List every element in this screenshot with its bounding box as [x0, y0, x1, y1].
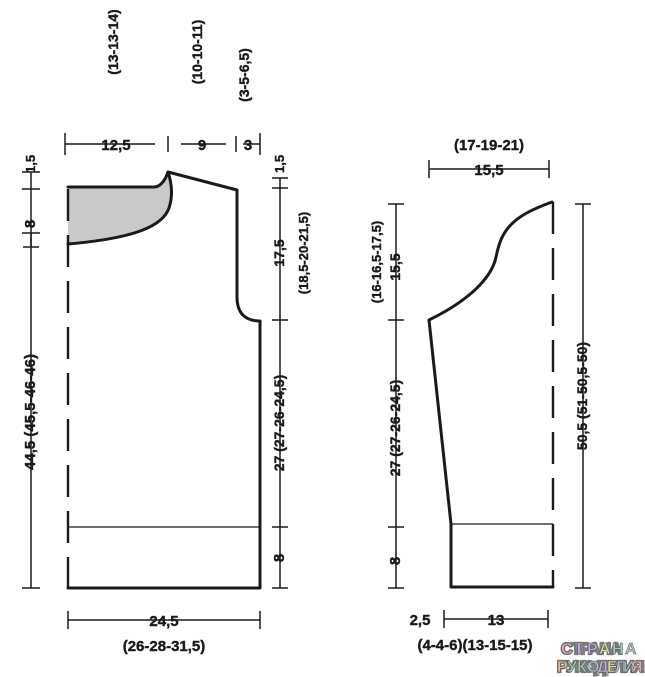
svg-text:44,5 (45,5-46-46): 44,5 (45,5-46-46) — [22, 354, 39, 470]
svg-text:15,5: 15,5 — [474, 162, 503, 179]
svg-text:3: 3 — [244, 137, 252, 154]
svg-text:(26-28-31,5): (26-28-31,5) — [123, 638, 206, 655]
svg-text:Т: Т — [574, 641, 584, 658]
svg-text:15,5: 15,5 — [387, 253, 403, 280]
svg-text:(17-19-21): (17-19-21) — [454, 137, 524, 154]
svg-text:8: 8 — [271, 554, 288, 562]
svg-text:1,5: 1,5 — [272, 155, 287, 173]
svg-text:17,5: 17,5 — [271, 239, 287, 266]
svg-text:Р: Р — [587, 641, 598, 658]
svg-text:С: С — [561, 641, 573, 658]
svg-text:(16-16,5-17,5): (16-16,5-17,5) — [369, 221, 384, 303]
svg-text:А: А — [599, 641, 611, 658]
svg-text:24,5: 24,5 — [149, 613, 178, 630]
svg-text:27 (27-26-24,5): 27 (27-26-24,5) — [387, 380, 403, 477]
svg-text:8: 8 — [387, 557, 404, 565]
svg-text:8: 8 — [22, 220, 39, 228]
svg-text:1,5: 1,5 — [23, 155, 38, 173]
svg-text:2,5: 2,5 — [410, 612, 431, 629]
svg-text:13: 13 — [488, 612, 505, 629]
svg-text:12,5: 12,5 — [101, 137, 130, 154]
svg-text:(3-5-6,5): (3-5-6,5) — [236, 48, 252, 102]
svg-text:А: А — [625, 641, 637, 658]
svg-text:27 (27-26-24,5): 27 (27-26-24,5) — [271, 375, 287, 472]
svg-text:(13-13-14): (13-13-14) — [105, 9, 121, 74]
svg-text:(18,5-20-21,5): (18,5-20-21,5) — [296, 212, 311, 294]
svg-text:Я: Я — [631, 659, 642, 676]
svg-text:Н: Н — [612, 641, 623, 658]
svg-text:(10-10-11): (10-10-11) — [189, 20, 205, 85]
svg-text:9: 9 — [198, 137, 206, 154]
svg-text:(4-4-6)(13-15-15): (4-4-6)(13-15-15) — [417, 637, 532, 654]
svg-text:50,5 (51-50,5-50): 50,5 (51-50,5-50) — [574, 342, 590, 450]
